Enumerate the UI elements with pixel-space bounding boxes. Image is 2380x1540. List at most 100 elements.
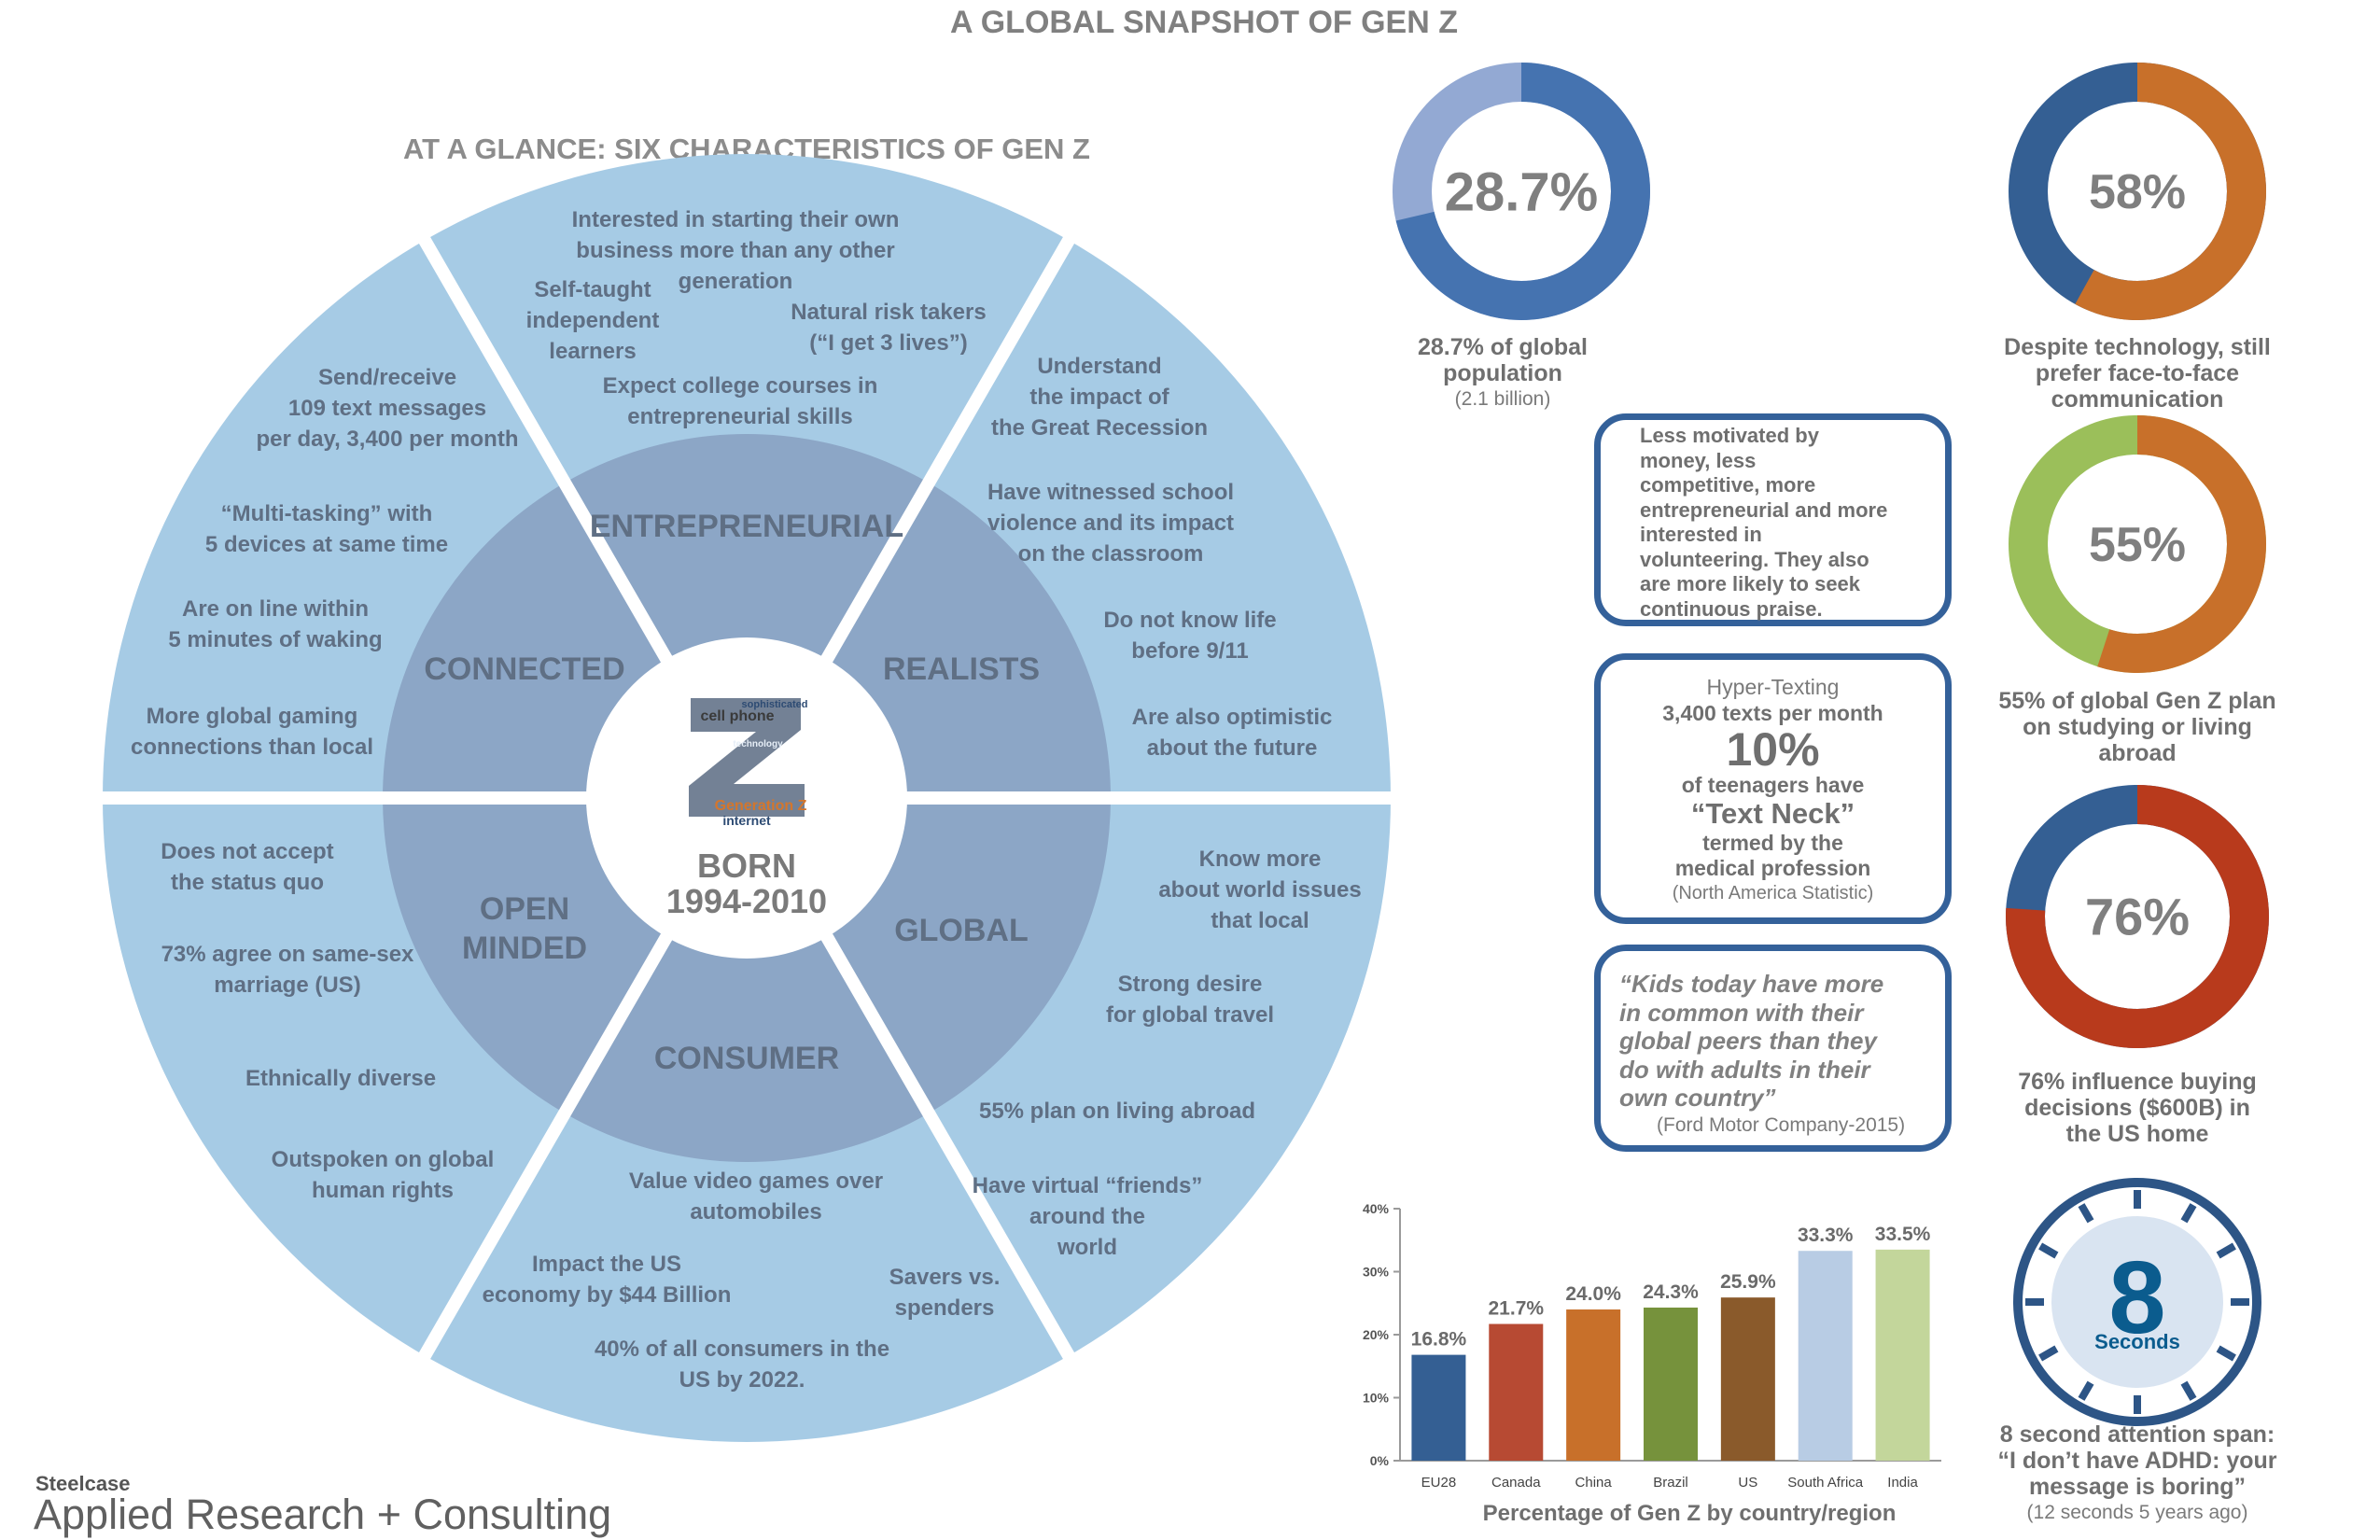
bar-eu28 <box>1411 1354 1466 1461</box>
sector-divider <box>819 930 1077 1364</box>
open-minded-fact: Does not accept the status quo <box>161 839 333 895</box>
cloud-word: cell phone <box>700 708 774 724</box>
text-neck-percent: 10% <box>1726 723 1820 776</box>
born-label: BORN <box>697 847 796 885</box>
texting-profession: medical profession <box>1674 856 1871 880</box>
bar-india <box>1875 1249 1930 1461</box>
sector-label-consumer: CONSUMER <box>654 1041 839 1076</box>
attention-sub: (12 seconds 5 years ago) <box>2026 1502 2248 1523</box>
stopwatch-tick <box>2216 1345 2236 1362</box>
sector-label-global: GLOBAL <box>894 913 1029 948</box>
country-bar-chart: 0% 10% 20% 30% 40% 16.8% EU28 21.7% Canada 24.0% C… <box>1363 1201 1941 1491</box>
sector-divider <box>819 232 1077 666</box>
sector-label-open-minded: OPEN MINDED <box>462 891 587 966</box>
quote-source: (Ford Motor Company-2015) <box>1657 1113 1906 1136</box>
page-title: A GLOBAL SNAPSHOT OF GEN Z <box>950 5 1458 40</box>
consumer-fact: Savers vs. spenders <box>889 1265 1001 1321</box>
brand-name: Steelcase <box>35 1472 131 1495</box>
bar-canada <box>1489 1323 1544 1461</box>
y-tick-label: 10% <box>1363 1391 1390 1406</box>
division-name: Applied Research + Consulting <box>34 1491 611 1538</box>
category-label: India <box>1887 1475 1918 1491</box>
open-minded-fact: Outspoken on global human rights <box>272 1147 495 1203</box>
connected-fact: Send/receive 109 text messages per day, 3,… <box>257 365 519 452</box>
entrepreneurial-fact: Interested in starting their own business… <box>572 207 900 294</box>
bar-value-label: 25.9% <box>1720 1271 1776 1293</box>
category-label: US <box>1738 1475 1757 1491</box>
stopwatch-tick <box>2038 1345 2059 1362</box>
entrepreneurial-fact: Self-taught independent learners <box>526 277 660 364</box>
realists-fact: Do not know life before 9/11 <box>1103 608 1276 664</box>
stopwatch-tick <box>2078 1203 2094 1224</box>
realists-fact: Have witnessed school violence and its im… <box>987 480 1234 567</box>
stopwatch-tick <box>2180 1203 2197 1224</box>
cloud-word: sophisticated <box>742 699 808 710</box>
donut-share <box>2006 785 2269 1048</box>
bar-value-label: 21.7% <box>1489 1298 1545 1320</box>
y-tick-label: 0% <box>1370 1453 1390 1468</box>
motivation-box: Less motivated by money, less competitive,… <box>1594 413 1952 626</box>
consumer-fact: Impact the US economy by $44 Billion <box>483 1252 732 1308</box>
quote-text: “Kids today have more in common with thei… <box>1619 970 1884 1112</box>
bar-value-label: 24.0% <box>1565 1283 1621 1305</box>
texting-teens: of teenagers have <box>1681 773 1865 797</box>
donut-value: 55% <box>2089 518 2186 572</box>
texting-box: Hyper-Texting 3,400 texts per month 10% … <box>1594 653 1952 924</box>
donut-share <box>2009 63 2266 320</box>
cloud-word: internet <box>722 813 771 828</box>
donut-share <box>2009 415 2266 673</box>
global-fact: Have virtual “friends” around the world <box>973 1173 1203 1260</box>
buying-caption: 76% influence buying decisions ($600B) in… <box>2018 1069 2257 1147</box>
sector-label-connected: CONNECTED <box>424 651 624 687</box>
texting-heading: Hyper-Texting <box>1706 675 1840 699</box>
open-minded-fact: Ethnically diverse <box>245 1066 436 1091</box>
motivation-text: Less motivated by money, less competitive,… <box>1640 424 1888 621</box>
category-label: Canada <box>1491 1475 1541 1491</box>
face-caption: Despite technology, still prefer face-to-… <box>2004 334 2271 413</box>
bar-china <box>1566 1309 1621 1461</box>
donut-value: 58% <box>2089 165 2186 219</box>
sector-label-entrepreneurial: ENTREPRENEURIAL <box>590 509 903 544</box>
open-minded-fact: 73% agree on same-sex marriage (US) <box>161 942 414 998</box>
stopwatch-face <box>2051 1216 2223 1388</box>
connected-fact: “Multi-tasking” with 5 devices at same ti… <box>205 501 448 557</box>
stopwatch-tick <box>2216 1242 2236 1259</box>
population-caption: 28.7% of global population (2.1 billion) <box>1381 334 1624 413</box>
attention-number: 8 <box>2108 1240 2165 1355</box>
realists-fact: Are also optimistic about the future <box>1132 705 1333 761</box>
bar-south-africa <box>1798 1251 1853 1461</box>
footer: Steelcase Applied Research + Consulting <box>34 1472 611 1538</box>
attention-caption: 8 second attention span: “I don’t have AD… <box>1923 1421 2352 1526</box>
text-neck-term: “Text Neck” <box>1690 797 1855 830</box>
realists-fact: Understand the impact of the Great Recessi… <box>991 354 1208 441</box>
quote-box: “Kids today have more in common with thei… <box>1594 945 1952 1152</box>
connected-fact: More global gaming connections than local <box>131 704 373 760</box>
donut-share <box>1393 63 1650 320</box>
bar-us <box>1720 1297 1775 1461</box>
consumer-fact: Value video games over automobiles <box>629 1169 883 1225</box>
population-sub: (2.1 billion) <box>1454 388 1551 410</box>
stopwatch-tick <box>2180 1380 2197 1401</box>
y-tick-label: 40% <box>1363 1201 1390 1216</box>
texting-termed: termed by the <box>1702 831 1843 855</box>
entrepreneurial-fact: Natural risk takers (“I get 3 lives”) <box>791 300 986 356</box>
stopwatch-ring <box>2013 1178 2261 1426</box>
connected-fact: Are on line within 5 minutes of waking <box>168 596 382 652</box>
cloud-word: technology <box>733 739 783 749</box>
sector-divider <box>416 232 675 666</box>
consumer-fact: 40% of all consumers in the US by 2022. <box>595 1337 889 1393</box>
sector-divider <box>416 930 675 1364</box>
abroad-donut: 55% <box>2009 415 2266 673</box>
chart-title: Percentage of Gen Z by country/region <box>1482 1501 1897 1526</box>
cloud-word: Generation Z <box>715 798 807 814</box>
born-years: 1994-2010 <box>666 882 827 920</box>
y-tick-label: 30% <box>1363 1265 1390 1280</box>
global-fact: Know more about world issues that local <box>1158 847 1361 933</box>
texting-source: (North America Statistic) <box>1672 883 1874 903</box>
donut-value: 28.7% <box>1445 161 1598 222</box>
buying-donut: 76% <box>2006 785 2269 1048</box>
